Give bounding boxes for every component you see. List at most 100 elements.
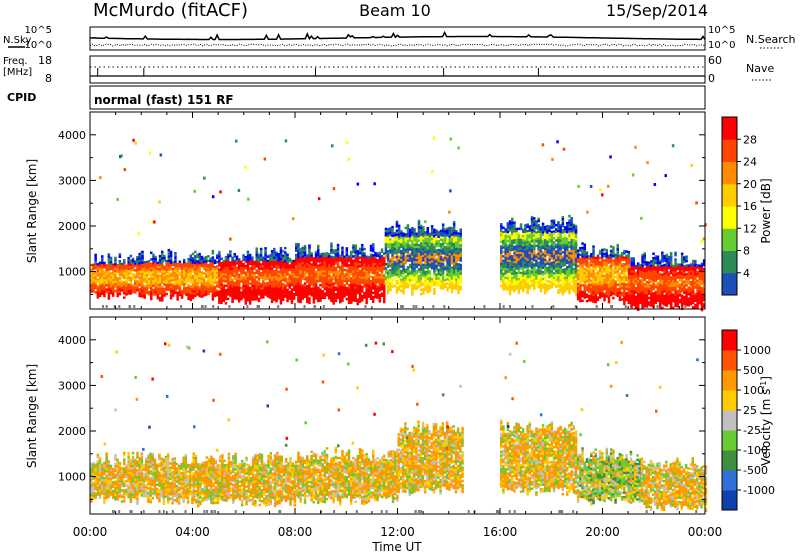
heatmap-cell bbox=[222, 277, 225, 281]
heatmap-cell bbox=[404, 257, 407, 260]
heatmap-cell bbox=[393, 271, 396, 275]
heatmap-cell bbox=[343, 277, 346, 280]
heatmap-cell bbox=[365, 290, 368, 294]
heatmap-cell bbox=[200, 260, 204, 263]
heatmap-cell bbox=[354, 257, 357, 261]
heatmap-cell bbox=[572, 258, 576, 262]
heatmap-cell bbox=[576, 273, 580, 277]
heatmap-cell bbox=[502, 285, 505, 289]
heatmap-cell bbox=[246, 259, 250, 262]
heatmap-cell bbox=[343, 264, 346, 267]
heatmap-cell bbox=[508, 257, 512, 261]
heatmap-cell bbox=[406, 248, 410, 251]
heatmap-cell bbox=[347, 268, 351, 271]
heatmap-cell bbox=[570, 223, 573, 227]
heatmap-cell bbox=[517, 254, 521, 257]
heatmap-cell bbox=[220, 299, 223, 302]
heatmap-cell bbox=[384, 251, 388, 255]
heatmap-cell bbox=[441, 252, 445, 255]
heatmap-cell bbox=[506, 228, 510, 232]
heatmap-cell bbox=[559, 288, 562, 291]
heatmap-cell bbox=[350, 255, 353, 258]
heatmap-cell bbox=[618, 285, 622, 288]
heatmap-cell bbox=[94, 286, 97, 290]
heatmap-cell bbox=[539, 287, 543, 291]
heatmap-cell bbox=[417, 252, 421, 256]
heatmap-cell bbox=[345, 264, 349, 268]
heatmap-cell bbox=[310, 278, 313, 282]
heatmap-cell bbox=[439, 271, 443, 274]
heatmap-cell bbox=[275, 286, 278, 290]
heatmap-cell bbox=[343, 262, 346, 265]
heatmap-cell bbox=[541, 238, 545, 241]
heatmap-cell bbox=[361, 246, 364, 249]
heatmap-cell bbox=[220, 257, 223, 260]
heatmap-cell bbox=[598, 252, 602, 255]
heatmap-cell bbox=[528, 271, 532, 274]
heatmap-cell bbox=[347, 292, 351, 296]
heatmap-cell bbox=[107, 266, 111, 269]
heatmap-cell bbox=[361, 277, 364, 280]
heatmap-cell bbox=[625, 267, 628, 271]
heatmap-cell bbox=[419, 266, 423, 270]
heatmap-cell bbox=[303, 288, 307, 292]
heatmap-cell bbox=[292, 275, 296, 278]
heatmap-cell bbox=[308, 277, 311, 280]
heatmap-cell bbox=[393, 284, 396, 288]
heatmap-cell bbox=[452, 282, 456, 285]
heatmap-cell bbox=[242, 265, 245, 268]
heatmap-cell bbox=[457, 267, 460, 271]
heatmap-cell bbox=[618, 265, 622, 269]
heatmap-cell bbox=[404, 250, 407, 254]
heatmap-cell bbox=[439, 273, 443, 277]
heatmap-cell bbox=[264, 291, 267, 294]
heatmap-cell bbox=[448, 270, 451, 274]
heatmap-cell bbox=[389, 284, 392, 287]
heatmap-cell bbox=[167, 273, 171, 276]
heatmap-cell bbox=[508, 292, 512, 296]
heatmap-cell bbox=[511, 263, 514, 267]
heatmap-cell bbox=[450, 229, 454, 232]
heatmap-cell bbox=[246, 281, 250, 284]
heatmap-cell bbox=[383, 267, 386, 271]
heatmap-cell bbox=[592, 247, 595, 251]
heatmap-cell bbox=[623, 269, 626, 273]
heatmap-cell bbox=[101, 255, 104, 258]
heatmap-cell bbox=[559, 270, 562, 273]
heatmap-cell bbox=[559, 268, 562, 271]
heatmap-cell bbox=[273, 283, 276, 286]
heatmap-cell bbox=[528, 227, 532, 230]
heatmap-cell bbox=[207, 259, 210, 262]
heatmap-cell bbox=[123, 292, 126, 295]
heatmap-cell bbox=[455, 285, 458, 288]
heatmap-cell bbox=[187, 257, 190, 261]
heatmap-cell bbox=[334, 249, 338, 252]
heatmap-cell bbox=[544, 285, 547, 288]
heatmap-cell bbox=[530, 277, 534, 280]
heatmap-cell bbox=[457, 269, 460, 273]
heatmap-cell bbox=[145, 269, 149, 273]
heatmap-cell bbox=[563, 270, 567, 273]
heatmap-cell bbox=[299, 247, 302, 251]
heatmap-cell bbox=[395, 275, 399, 279]
heatmap-cell bbox=[123, 259, 126, 262]
heatmap-cell bbox=[544, 243, 547, 246]
heatmap-cell bbox=[319, 262, 322, 265]
heatmap-cell bbox=[352, 259, 355, 263]
heatmap-cell bbox=[152, 284, 155, 287]
heatmap-cell bbox=[136, 275, 139, 279]
heatmap-cell bbox=[376, 276, 379, 280]
heatmap-cell bbox=[167, 259, 171, 263]
heatmap-cell bbox=[183, 261, 186, 264]
heatmap-cell bbox=[114, 258, 117, 262]
heatmap-cell bbox=[332, 273, 335, 277]
heatmap-cell bbox=[508, 281, 512, 285]
heatmap-cell bbox=[275, 271, 278, 274]
heatmap-cell bbox=[202, 272, 206, 275]
heatmap-cell bbox=[517, 278, 521, 281]
heatmap-cell bbox=[537, 285, 540, 289]
heatmap-cell bbox=[251, 274, 254, 277]
heatmap-cell bbox=[439, 253, 443, 257]
heatmap-cell bbox=[444, 237, 447, 240]
heatmap-cell bbox=[306, 298, 309, 301]
